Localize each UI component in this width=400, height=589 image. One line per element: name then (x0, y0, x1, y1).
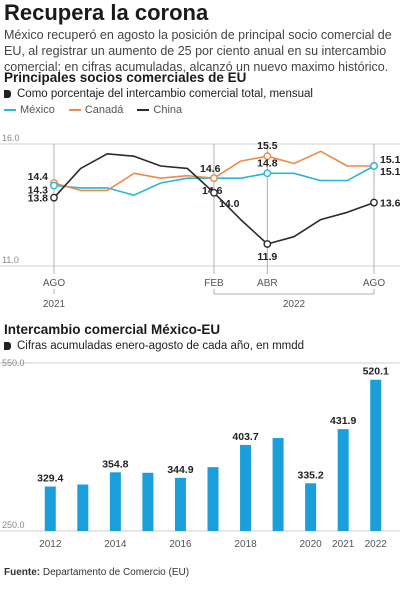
y-tick-label: 550.0 (2, 358, 25, 368)
data-point-marker (263, 169, 272, 178)
y-tick-label: 11.0 (2, 255, 19, 265)
bar (44, 486, 56, 531)
source-note: Fuente: Departamento de Comercio (EU) (4, 567, 189, 578)
bar (77, 484, 89, 531)
bar-data-label: 403.7 (232, 431, 258, 443)
x-tick-label: AGO (43, 278, 65, 289)
x-tick-label: 2016 (169, 539, 192, 550)
legend-label-china: China (153, 104, 183, 116)
year-label: 2021 (43, 299, 66, 310)
data-point-marker (210, 174, 218, 183)
data-label: 15.5 (257, 140, 278, 152)
line-chart-title: Principales socios comerciales de EU (4, 70, 247, 85)
page-title: Recupera la corona (4, 0, 209, 25)
bar-data-label: 344.9 (167, 464, 193, 476)
x-tick-label: FEB (204, 278, 224, 289)
data-point-marker (263, 240, 272, 248)
bullet-marker-icon (4, 90, 11, 98)
y-tick-label: 250.0 (2, 520, 25, 530)
bar (109, 472, 121, 531)
data-point-marker (370, 198, 378, 207)
x-tick-label: 2012 (39, 539, 62, 550)
line-chart-subtitle: Como porcentaje del intercambio comercia… (4, 88, 313, 100)
data-point-marker (263, 152, 272, 161)
bar (240, 444, 252, 531)
line-chart: 16.0 11.0 AGO FEB ABR AGO 2021 2022 14.414.313.8… (0, 133, 400, 310)
x-tick-label: 2018 (234, 539, 257, 550)
bar-data-label: 354.8 (102, 458, 128, 470)
data-label: 14.0 (219, 198, 240, 210)
lead-paragraph: México recuperó en agosto la posición de… (4, 28, 392, 74)
bar-chart-subtitle-text: Cifras acumuladas enero-agosto de cada a… (17, 340, 305, 352)
legend-swatch-mexico (4, 109, 16, 111)
legend-item-mexico: México (4, 104, 55, 116)
x-tick-label: ABR (257, 278, 278, 289)
y-tick-label: 16.0 (2, 133, 20, 143)
data-label: 14.6 (200, 163, 221, 175)
bar-data-label: 431.9 (330, 415, 356, 427)
data-label: 14.3 (28, 184, 49, 196)
data-label: 11.9 (257, 251, 277, 263)
legend-label-canada: Canadá (84, 104, 124, 116)
data-label: 13.8 (28, 193, 49, 205)
bar-chart-title: Intercambio comercial México-EU (4, 322, 221, 337)
line-chart-subtitle-text: Como porcentaje del intercambio comercia… (17, 88, 313, 100)
data-point-marker (210, 188, 218, 197)
data-label: 15.1 (380, 166, 400, 178)
source-text: Departamento de Comercio (EU) (42, 567, 190, 578)
x-tick-label: 2021 (332, 539, 355, 550)
bar-chart-subtitle: Cifras acumuladas enero-agosto de cada a… (4, 340, 304, 352)
bar (142, 472, 154, 531)
data-label: 14.4 (28, 171, 49, 183)
legend-label-mexico: México (20, 104, 55, 116)
data-point-marker (50, 181, 58, 190)
legend-item-china: China (137, 104, 182, 116)
bar (337, 429, 349, 531)
legend-item-canada: Canadá (68, 104, 124, 116)
source-label: Fuente: (4, 567, 41, 578)
x-tick-label: 2014 (104, 539, 127, 550)
data-label: 13.6 (380, 198, 400, 210)
bar (207, 467, 219, 531)
bar (305, 483, 317, 531)
x-tick-label: 2022 (365, 539, 388, 550)
bullet-marker-icon (4, 342, 11, 350)
bar-chart: 550.0 250.0 329.4 354.8 344.9 403.7 335.2 431.9… (0, 358, 400, 550)
line-chart-legend: México Canadá China (4, 104, 182, 116)
x-tick-label: AGO (363, 278, 385, 289)
bar-data-label: 520.1 (363, 366, 389, 378)
bar (370, 379, 382, 531)
data-point-marker (50, 193, 58, 202)
bar-data-label: 329.4 (37, 473, 63, 485)
year-label: 2022 (283, 299, 306, 310)
data-label: 15.1 (380, 154, 400, 166)
data-label: 14.8 (257, 157, 278, 169)
x-tick-label: 2020 (300, 539, 323, 550)
legend-swatch-canada (68, 109, 81, 111)
bar (174, 477, 186, 531)
bar-data-label: 335.2 (297, 469, 323, 481)
legend-swatch-china (137, 109, 150, 111)
data-point-marker (370, 162, 378, 170)
bar (272, 438, 284, 531)
